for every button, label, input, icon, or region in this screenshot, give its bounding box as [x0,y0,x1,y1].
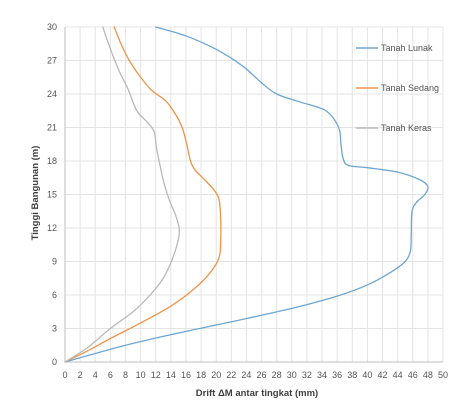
y-tick-label: 3 [52,324,57,334]
x-tick-label: 32 [302,370,312,380]
x-tick-label: 16 [181,370,191,380]
x-tick-label: 46 [408,370,418,380]
x-tick-label: 24 [241,370,251,380]
y-tick-label: 18 [47,156,57,166]
x-tick-label: 40 [362,370,372,380]
legend-label-tanah-sedang: Tanah Sedang [381,83,439,93]
series-line-tanah-lunak [64,26,429,363]
x-tick-label: 12 [151,370,161,380]
x-tick-label: 18 [196,370,206,380]
y-tick-label: 24 [47,89,57,99]
y-tick-label: 30 [47,22,57,32]
series-line-tanah-sedang [64,26,222,363]
x-tick-label: 48 [423,370,433,380]
legend-label-tanah-lunak: Tanah Lunak [381,43,433,53]
x-tick-label: 42 [378,370,388,380]
axes [64,27,443,363]
y-tick-label: 6 [52,290,57,300]
tick-labels: 0 2 4 6 8 10 12 14 16 18 20 22 24 26 28 30 32 34 36 38 40 42 4… [47,22,448,380]
legend: Tanah Lunak Tanah Sedang Tanah Keras [356,43,439,133]
x-tick-label: 30 [287,370,297,380]
x-tick-label: 34 [317,370,327,380]
x-tick-label: 2 [78,370,83,380]
x-tick-label: 0 [62,370,67,380]
x-tick-label: 36 [332,370,342,380]
x-tick-label: 4 [93,370,98,380]
x-tick-label: 10 [136,370,146,380]
y-tick-label: 9 [52,257,57,267]
x-tick-label: 50 [438,370,448,380]
y-tick-label: 21 [47,123,57,133]
x-tick-label: 22 [226,370,236,380]
x-tick-label: 38 [347,370,357,380]
x-axis-title: Drift ΔM antar tingkat (mm) [196,388,318,399]
x-tick-label: 8 [123,370,128,380]
x-tick-label: 28 [272,370,282,380]
series-line-tanah-keras [64,26,181,363]
grid [65,26,444,362]
legend-label-tanah-keras: Tanah Keras [381,123,432,133]
y-axis-title: Tinggi Bangunan (m) [30,146,41,241]
y-tick-label: 0 [52,357,57,367]
y-tick-label: 27 [47,56,57,66]
y-tick-label: 12 [47,223,57,233]
x-tick-label: 6 [108,370,113,380]
series-lines [64,26,429,363]
x-tick-label: 14 [166,370,176,380]
x-tick-label: 20 [211,370,221,380]
x-tick-label: 44 [393,370,403,380]
x-tick-label: 26 [257,370,267,380]
y-tick-label: 15 [47,190,57,200]
